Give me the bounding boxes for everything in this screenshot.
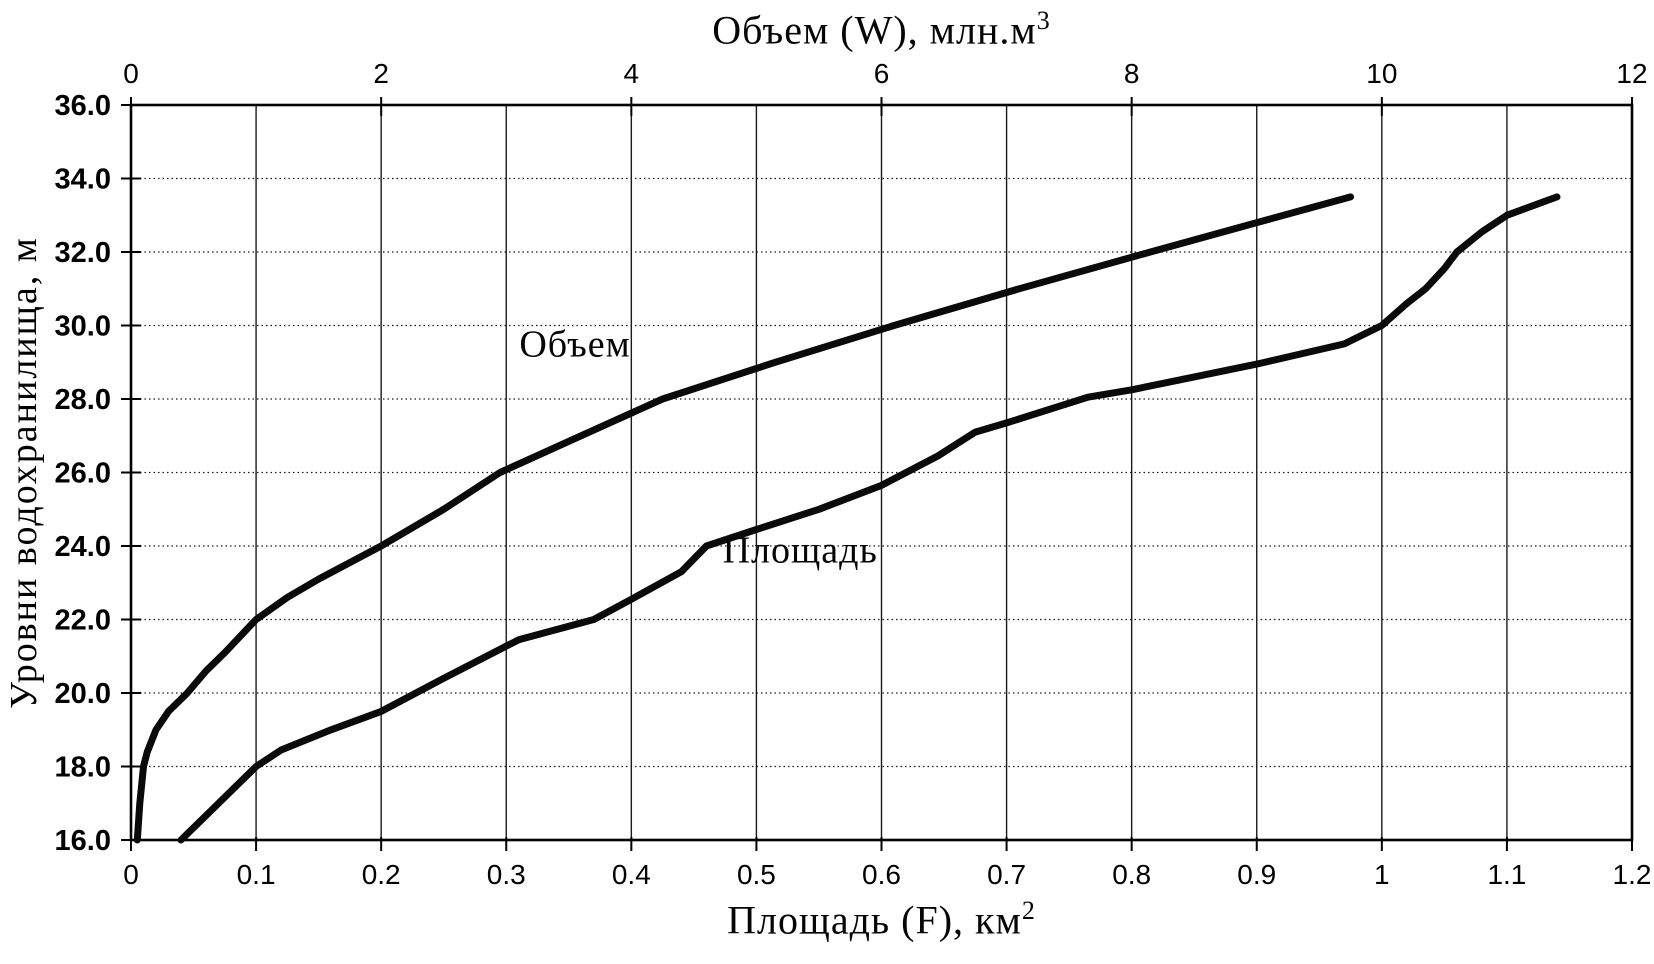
top-axis-tick-label: 6 — [874, 58, 890, 89]
left-axis-tick-label: 30.0 — [55, 311, 111, 343]
bottom-axis-tick-label: 1.2 — [1613, 859, 1652, 890]
top-axis-tick-label: 4 — [624, 58, 640, 89]
left-axis-tick-label: 22.0 — [55, 605, 111, 637]
left-axis-tick-label: 34.0 — [55, 164, 111, 196]
bottom-axis-tick-label: 0.1 — [237, 859, 276, 890]
bottom-axis-tick-label: 0.3 — [487, 859, 526, 890]
top-axis-tick-label: 12 — [1616, 58, 1647, 89]
left-axis-tick-label: 36.0 — [55, 90, 111, 122]
bottom-axis-tick-label: 1 — [1374, 859, 1390, 890]
left-axis-tick-label: 18.0 — [55, 752, 111, 784]
volume-curve-label: Объем — [519, 324, 630, 366]
top-axis-tick-label: 10 — [1366, 58, 1397, 89]
top-axis-tick-label: 8 — [1124, 58, 1140, 89]
volume-curve — [133, 193, 1355, 844]
left-axis-tick-label: 26.0 — [55, 458, 111, 490]
area-curve — [177, 193, 1561, 844]
top-axis-tick-label: 0 — [123, 58, 139, 89]
bottom-axis-tick-label: 0.9 — [1237, 859, 1276, 890]
bottom-axis-tick-label: 0.6 — [862, 859, 901, 890]
bottom-axis-tick-label: 1.1 — [1487, 859, 1526, 890]
left-axis-tick-label: 28.0 — [55, 384, 111, 416]
bottom-axis-title-text: Площадь (F), км — [727, 897, 1022, 943]
bottom-axis-tick-label: 0.5 — [737, 859, 776, 890]
top-axis-tick-label: 2 — [373, 58, 389, 89]
left-axis-tick-label: 16.0 — [55, 825, 111, 857]
top-axis-title: Объем (W), млн.м3 — [131, 6, 1632, 53]
bottom-axis-title-sup: 2 — [1021, 896, 1036, 925]
left-axis-tick-label: 24.0 — [55, 531, 111, 563]
bottom-axis-tick-label: 0.8 — [1112, 859, 1151, 890]
left-axis-tick-label: 32.0 — [55, 237, 111, 269]
bottom-axis-tick-label: 0 — [123, 859, 139, 890]
left-axis-tick-label: 20.0 — [55, 678, 111, 710]
bottom-axis-tick-label: 0.4 — [612, 859, 651, 890]
top-axis-title-sup: 3 — [1036, 6, 1051, 35]
bottom-axis-tick-label: 0.2 — [362, 859, 401, 890]
bottom-axis-tick-label: 0.7 — [987, 859, 1026, 890]
bottom-axis-title: Площадь (F), км2 — [131, 896, 1632, 943]
top-axis-title-text: Объем (W), млн.м — [712, 7, 1037, 53]
area-curve-label: Площадь — [723, 530, 878, 572]
